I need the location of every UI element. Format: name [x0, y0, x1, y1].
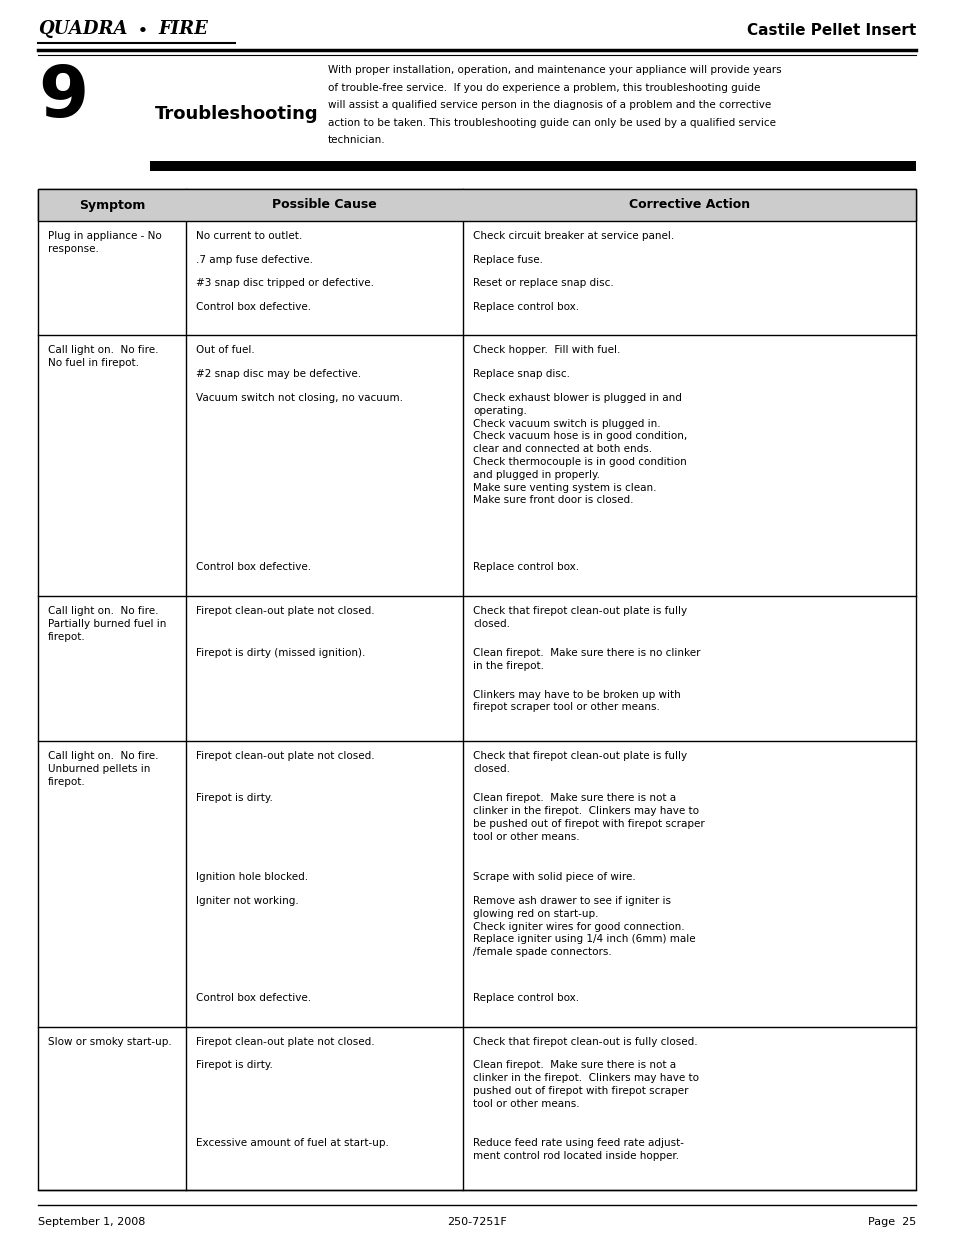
Text: With proper installation, operation, and maintenance your appliance will provide: With proper installation, operation, and… [328, 65, 781, 75]
Bar [150, 161, 915, 170]
Text: Reduce feed rate using feed rate adjust-
ment control rod located inside hopper.: Reduce feed rate using feed rate adjust-… [473, 1139, 683, 1161]
Text: Clinkers may have to be broken up with
firepot scraper tool or other means.: Clinkers may have to be broken up with f… [473, 689, 680, 713]
Text: Replace snap disc.: Replace snap disc. [473, 369, 569, 379]
Text: Remove ash drawer to see if igniter is
glowing red on start-up.
Check igniter wi: Remove ash drawer to see if igniter is g… [473, 895, 695, 957]
Text: will assist a qualified service person in the diagnosis of a problem and the cor: will assist a qualified service person i… [328, 100, 770, 110]
Text: No current to outlet.: No current to outlet. [195, 231, 302, 241]
Text: Firepot is dirty (missed ignition).: Firepot is dirty (missed ignition). [195, 648, 365, 658]
Text: Check hopper.  Fill with fuel.: Check hopper. Fill with fuel. [473, 345, 619, 356]
Text: Call light on.  No fire.
Partially burned fuel in
firepot.: Call light on. No fire. Partially burned… [48, 606, 166, 642]
Text: Check circuit breaker at service panel.: Check circuit breaker at service panel. [473, 231, 674, 241]
Text: Firepot is dirty.: Firepot is dirty. [195, 793, 273, 804]
Text: Firepot clean-out plate not closed.: Firepot clean-out plate not closed. [195, 751, 375, 761]
Text: Troubleshooting: Troubleshooting [154, 105, 318, 124]
Text: Control box defective.: Control box defective. [195, 562, 311, 572]
Text: Check that firepot clean-out plate is fully
closed.: Check that firepot clean-out plate is fu… [473, 751, 686, 774]
Bar [38, 189, 915, 1191]
Text: Replace control box.: Replace control box. [473, 993, 578, 1003]
Text: Clean firepot.  Make sure there is no clinker
in the firepot.: Clean firepot. Make sure there is no cli… [473, 648, 700, 671]
Text: Symptom: Symptom [79, 199, 145, 211]
Text: Clean firepot.  Make sure there is not a
clinker in the firepot.  Clinkers may h: Clean firepot. Make sure there is not a … [473, 793, 704, 842]
Text: technician.: technician. [328, 135, 385, 144]
Text: Check exhaust blower is plugged in and
operating.
Check vacuum switch is plugged: Check exhaust blower is plugged in and o… [473, 393, 686, 505]
Text: of trouble-free service.  If you do experience a problem, this troubleshooting g: of trouble-free service. If you do exper… [328, 83, 760, 93]
Text: Check that firepot clean-out plate is fully
closed.: Check that firepot clean-out plate is fu… [473, 606, 686, 629]
Text: QUADRA: QUADRA [38, 20, 128, 38]
Text: September 1, 2008: September 1, 2008 [38, 1216, 145, 1228]
Text: Out of fuel.: Out of fuel. [195, 345, 254, 356]
Text: Call light on.  No fire.
No fuel in firepot.: Call light on. No fire. No fuel in firep… [48, 345, 158, 368]
Text: Check that firepot clean-out is fully closed.: Check that firepot clean-out is fully cl… [473, 1036, 697, 1046]
Text: Reset or replace snap disc.: Reset or replace snap disc. [473, 278, 613, 288]
Text: Page  25: Page 25 [867, 1216, 915, 1228]
Text: Clean firepot.  Make sure there is not a
clinker in the firepot.  Clinkers may h: Clean firepot. Make sure there is not a … [473, 1061, 699, 1109]
Text: Firepot clean-out plate not closed.: Firepot clean-out plate not closed. [195, 1036, 375, 1046]
Text: Firepot is dirty.: Firepot is dirty. [195, 1061, 273, 1071]
Text: #3 snap disc tripped or defective.: #3 snap disc tripped or defective. [195, 278, 374, 288]
Text: Replace control box.: Replace control box. [473, 301, 578, 311]
Text: Firepot clean-out plate not closed.: Firepot clean-out plate not closed. [195, 606, 375, 616]
Text: Replace control box.: Replace control box. [473, 562, 578, 572]
Text: Control box defective.: Control box defective. [195, 993, 311, 1003]
Text: action to be taken. This troubleshooting guide can only be used by a qualified s: action to be taken. This troubleshooting… [328, 117, 775, 127]
Text: Igniter not working.: Igniter not working. [195, 895, 298, 906]
Text: FIRE: FIRE [158, 20, 208, 38]
Text: Castile Pellet Insert: Castile Pellet Insert [746, 23, 915, 38]
Text: Slow or smoky start-up.: Slow or smoky start-up. [48, 1036, 172, 1046]
Text: 9: 9 [38, 63, 89, 132]
Text: Excessive amount of fuel at start-up.: Excessive amount of fuel at start-up. [195, 1139, 389, 1149]
Text: Plug in appliance - No
response.: Plug in appliance - No response. [48, 231, 162, 254]
Text: Control box defective.: Control box defective. [195, 301, 311, 311]
Text: Vacuum switch not closing, no vacuum.: Vacuum switch not closing, no vacuum. [195, 393, 402, 403]
Text: Scrape with solid piece of wire.: Scrape with solid piece of wire. [473, 872, 635, 882]
Text: Possible Cause: Possible Cause [272, 199, 376, 211]
Text: #2 snap disc may be defective.: #2 snap disc may be defective. [195, 369, 361, 379]
Text: •: • [138, 23, 148, 38]
Text: Call light on.  No fire.
Unburned pellets in
firepot.: Call light on. No fire. Unburned pellets… [48, 751, 158, 787]
Text: Replace fuse.: Replace fuse. [473, 254, 542, 264]
Bar [38, 189, 915, 221]
Text: 250-7251F: 250-7251F [447, 1216, 506, 1228]
Text: Ignition hole blocked.: Ignition hole blocked. [195, 872, 308, 882]
Text: Corrective Action: Corrective Action [628, 199, 749, 211]
Text: .7 amp fuse defective.: .7 amp fuse defective. [195, 254, 313, 264]
